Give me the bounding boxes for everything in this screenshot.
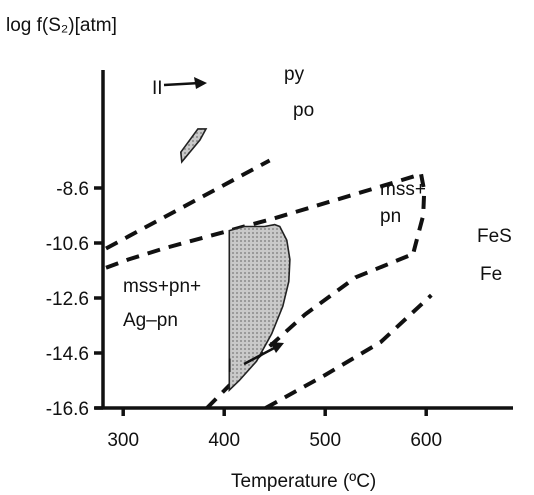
x-tick-label: 400 [208,430,240,451]
y-tick-label: -12.6 [46,289,89,310]
y-tick-labels: -8.6 -10.6 -12.6 -14.6 -16.6 [46,179,103,420]
arrow-II [163,77,207,89]
x-tick-label: 600 [410,430,442,451]
x-axis-label: Temperature (ºC) [231,471,376,492]
label-py: py [284,64,305,85]
field-II-region [179,128,208,164]
y-axis-label: log f(S₂)[atm] [6,15,117,36]
label-mss-pn-agpn-line2: Ag–pn [123,310,178,331]
marker-II-label: II [152,78,163,99]
y-tick-label: -16.6 [46,399,89,420]
label-mss-pn-agpn-line1: mss+pn+ [123,276,201,297]
y-tick-label: -14.6 [46,344,89,365]
y-tick-label: -10.6 [46,234,89,255]
boundary-py-po [105,158,271,251]
label-fes: FeS [477,226,512,247]
label-fe: Fe [480,264,502,285]
boundary-fes-fe [264,293,433,410]
label-mss-pn-line1: mss+ [380,179,426,200]
stability-fields [179,128,291,392]
label-mss-pn-line2: pn [380,206,401,227]
marker-I-label: I [227,356,232,377]
y-tick-label: -8.6 [56,179,89,200]
field-I-region [228,223,291,392]
boundary-po-mss-pn [105,172,422,270]
label-po: po [293,100,314,121]
x-tick-labels: 300 400 500 600 [107,408,442,451]
arrow-I [243,342,284,366]
boundary-mss-high-T [411,173,427,255]
x-tick-label: 300 [107,430,139,451]
x-tick-label: 500 [309,430,341,451]
